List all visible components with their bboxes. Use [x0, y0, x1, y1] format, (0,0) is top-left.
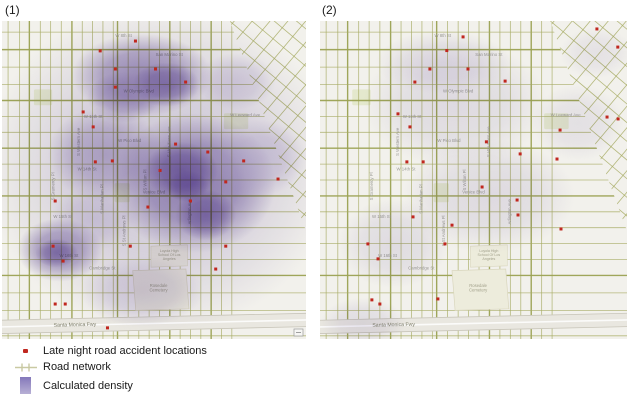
svg-text:Rosedale: Rosedale: [469, 283, 487, 288]
density-swatch-icon: [20, 377, 31, 394]
svg-text:Angeles: Angeles: [482, 257, 495, 261]
density-layer: [320, 27, 627, 339]
map-logo-icon: [293, 328, 304, 337]
legend-item-accidents: Late night road accident locations: [10, 345, 207, 357]
accident-points-layer: [51, 39, 280, 330]
panel-2-label: (2): [322, 3, 337, 17]
legend-item-density: Calculated density: [10, 377, 207, 394]
svg-text:School Of Los: School Of Los: [478, 253, 501, 257]
svg-text:S Gramercy Pl: S Gramercy Pl: [369, 172, 374, 200]
legend: Late night road accident locations Road …: [10, 345, 207, 394]
panel-1-label: (1): [5, 3, 20, 17]
svg-text:Cemetery: Cemetery: [469, 287, 488, 292]
accident-points-layer: [366, 27, 620, 306]
legend-item-roads: Road network: [10, 361, 207, 373]
poi-patches: [451, 244, 510, 311]
legend-label-accidents: Late night road accident locations: [43, 345, 207, 357]
svg-text:Santa Monica Fwy: Santa Monica Fwy: [54, 322, 97, 329]
legend-label-density: Calculated density: [43, 379, 133, 392]
density-layer: [2, 21, 306, 333]
accident-point-icon: [23, 349, 28, 353]
road-line-icon: [14, 363, 37, 371]
legend-label-roads: Road network: [43, 361, 111, 373]
